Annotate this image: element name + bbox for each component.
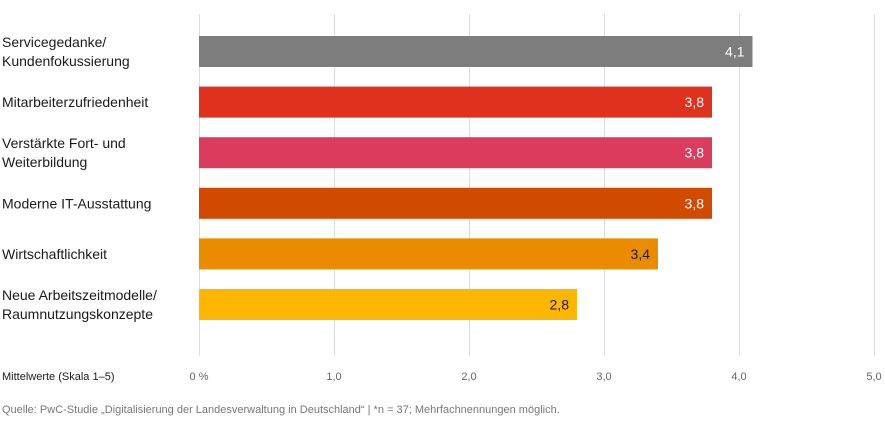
bar-value-label: 2,8 bbox=[550, 297, 570, 313]
source-note: Quelle: PwC-Studie „Digitalisierung der … bbox=[2, 404, 560, 416]
category-label: Wirtschaftlichkeit bbox=[2, 246, 107, 262]
bar-value-label: 3,8 bbox=[685, 94, 705, 110]
category-label: Moderne IT-Ausstattung bbox=[2, 195, 151, 211]
x-axis-ticks: 0 % 1,0 2,0 3,0 4,0 5,0 bbox=[190, 371, 882, 383]
category-label: Servicegedanke/Kundenfokussierung bbox=[2, 34, 130, 69]
x-tick-label: 3,0 bbox=[596, 371, 611, 383]
bars: 4,1 3,8 3,8 3,8 3,4 2,8 bbox=[199, 36, 753, 320]
bar-value-label: 4,1 bbox=[725, 44, 745, 60]
bar-value-label: 3,8 bbox=[685, 195, 705, 211]
category-label: Neue Arbeitszeitmodelle/Raumnutzungskonz… bbox=[2, 287, 157, 322]
bar-value-label: 3,4 bbox=[631, 246, 651, 262]
x-tick-label: 1,0 bbox=[326, 371, 341, 383]
category-labels: Servicegedanke/Kundenfokussierung Mitarbe… bbox=[2, 34, 157, 322]
bar bbox=[199, 36, 753, 67]
x-tick-label: 4,0 bbox=[731, 371, 746, 383]
x-tick-label: 5,0 bbox=[866, 371, 881, 383]
bar-value-label: 3,8 bbox=[685, 145, 705, 161]
category-label: Mitarbeiterzufriedenheit bbox=[2, 94, 148, 110]
bar bbox=[199, 86, 712, 118]
bar bbox=[199, 137, 712, 169]
bar bbox=[199, 238, 658, 270]
x-tick-label: 0 % bbox=[190, 371, 209, 383]
bar bbox=[199, 187, 712, 219]
bar bbox=[199, 289, 577, 320]
x-axis-title: Mittelwerte (Skala 1–5) bbox=[2, 371, 115, 383]
category-label: Verstärkte Fort- und Weiterbildung bbox=[2, 135, 126, 170]
x-tick-label: 2,0 bbox=[461, 371, 476, 383]
